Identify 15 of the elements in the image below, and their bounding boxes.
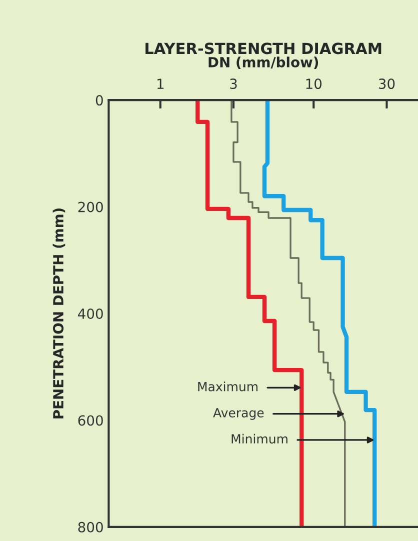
x-tick-label: 1	[157, 78, 164, 89]
y-axis-title: PENETRATION DEPTH (mm)	[52, 208, 66, 418]
annotation: Average	[213, 408, 264, 420]
y-tick-label: 400	[78, 308, 103, 319]
x-tick-label: 3	[230, 78, 237, 90]
y-tick-label: 200	[78, 202, 103, 212]
x-tick-label: 10	[306, 78, 322, 90]
y-tick-label: 800	[78, 522, 103, 532]
y-tick-label: 600	[78, 415, 103, 426]
y-tick-label: 0	[96, 95, 103, 106]
chart-title: LAYER-STRENGTH DIAGRAM	[146, 42, 382, 54]
annotation: Minimum	[232, 434, 288, 444]
x-axis-title: DN (mm/blow)	[208, 56, 318, 70]
x-tick-label: 30	[378, 78, 395, 90]
annotation: Maximum	[198, 382, 258, 392]
